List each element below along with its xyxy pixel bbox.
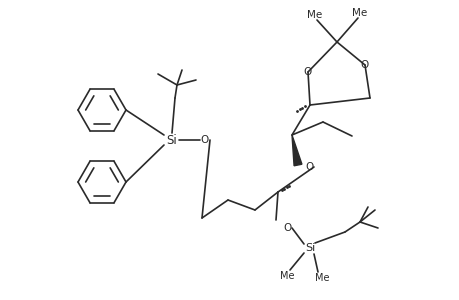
Text: Me: Me <box>279 271 294 281</box>
Polygon shape <box>291 135 301 166</box>
Text: Me: Me <box>352 8 367 18</box>
Text: Si: Si <box>304 243 314 253</box>
Text: Me: Me <box>307 10 322 20</box>
Text: O: O <box>305 162 313 172</box>
Text: O: O <box>201 135 209 145</box>
Text: O: O <box>283 223 291 233</box>
Text: Me: Me <box>314 273 329 283</box>
Text: O: O <box>303 67 312 77</box>
Text: Si: Si <box>166 134 177 146</box>
Text: O: O <box>360 60 368 70</box>
